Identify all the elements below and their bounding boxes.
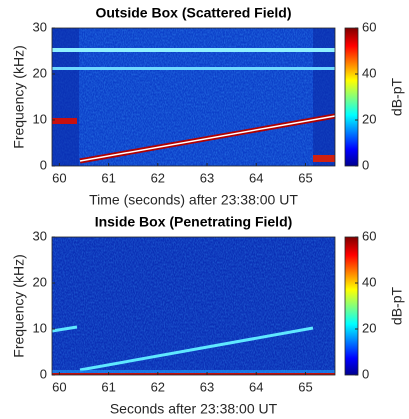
x-tick-label: 65 [298,379,312,394]
spectrogram-texture [52,28,336,166]
y-axis-label: Frequency (kHz) [11,45,27,148]
x-tick-label: 62 [151,170,165,185]
colorbar-tick-label: 0 [362,157,369,172]
chart-title: Outside Box (Scattered Field) [95,5,291,21]
y-tick-label: 0 [40,157,47,172]
x-axis-label: Time (seconds) after 23:38:00 UT [89,192,298,208]
colorbar-label: dB-pT [389,77,405,116]
x-tick-label: 63 [200,170,214,185]
x-tick-label: 61 [101,379,115,394]
colorbar-tick-label: 20 [362,111,376,126]
y-tick-label: 30 [33,19,47,34]
colorbar [344,27,359,167]
x-tick-label: 61 [101,170,115,185]
x-tick-label: 62 [151,379,165,394]
y-tick-label: 0 [40,366,47,381]
y-axis-label: Frequency (kHz) [11,254,27,357]
y-tick-label: 30 [33,228,47,243]
colorbar-tick-label: 0 [362,366,369,381]
x-tick-label: 60 [52,379,66,394]
x-tick-label: 63 [200,379,214,394]
x-tick-label: 60 [52,170,66,185]
x-axis-label: Seconds after 23:38:00 UT [110,401,278,417]
chart-title: Inside Box (Penetrating Field) [95,214,293,230]
x-tick-label: 64 [249,170,263,185]
x-tick-label: 64 [249,379,263,394]
colorbar [344,236,359,376]
y-tick-label: 10 [33,320,47,335]
colorbar-label: dB-pT [389,286,405,325]
plot-frame [51,27,336,167]
colorbar-tick-label: 40 [362,65,376,80]
plot-frame [51,236,336,376]
colorbar-tick-label: 20 [362,320,376,335]
x-tick-label: 65 [298,170,312,185]
colorbar-tick-label: 40 [362,274,376,289]
y-tick-label: 20 [33,274,47,289]
y-tick-label: 10 [33,111,47,126]
y-tick-label: 20 [33,65,47,80]
colorbar-tick-label: 60 [362,228,376,243]
colorbar-tick-label: 60 [362,19,376,34]
spectrogram-texture [51,237,335,375]
